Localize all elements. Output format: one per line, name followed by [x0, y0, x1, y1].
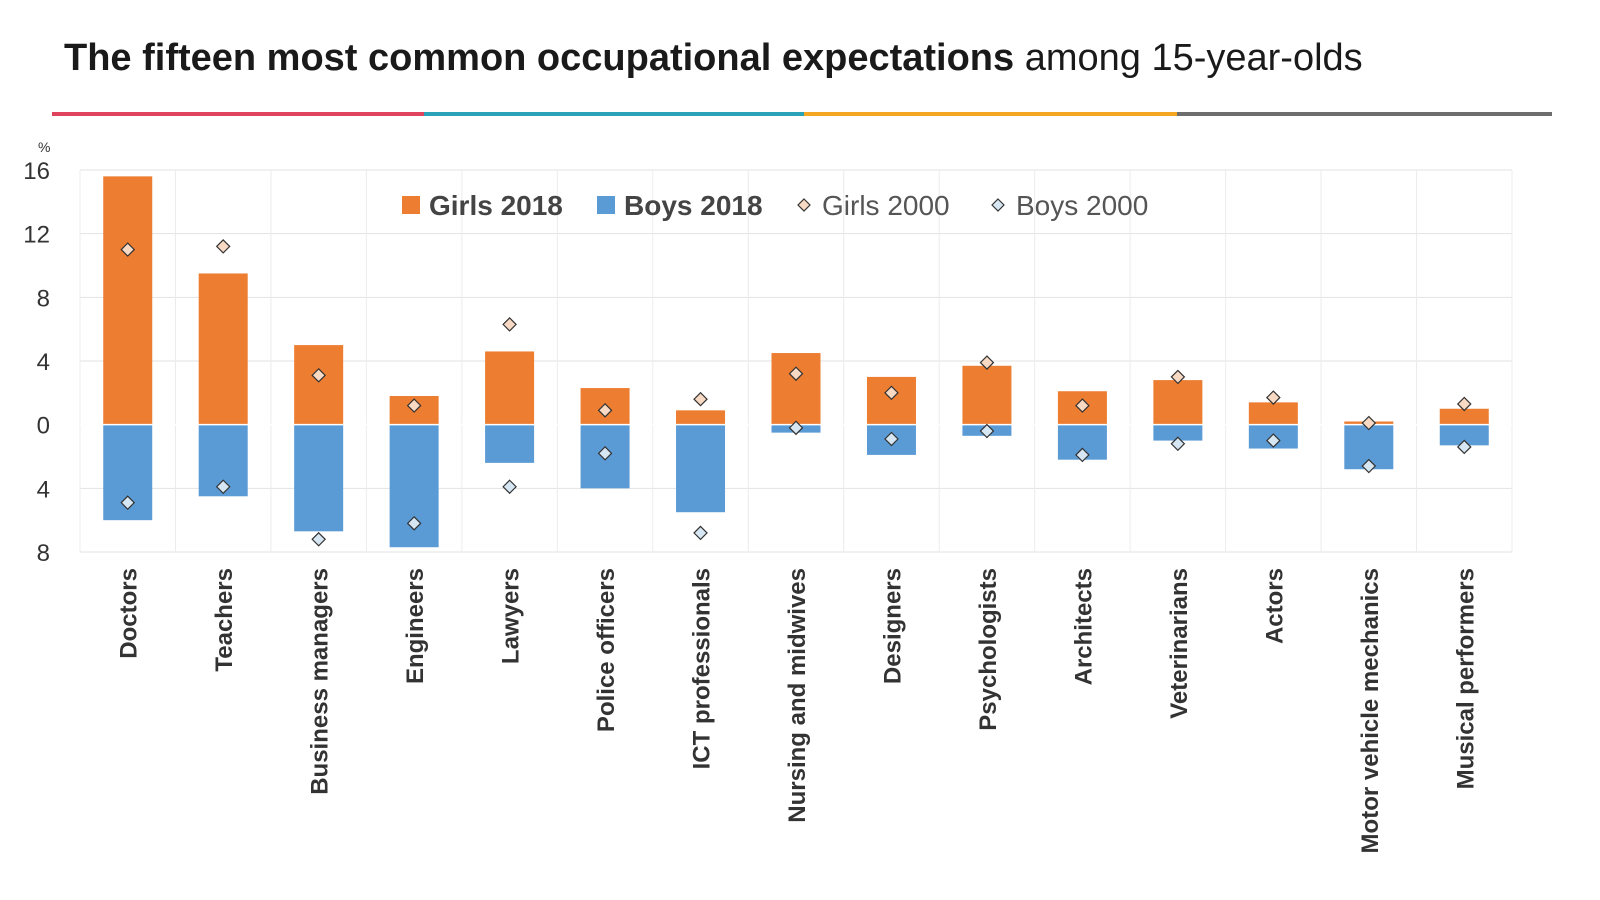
marker-boys-2000	[406, 516, 422, 531]
legend-label: Girls 2000	[822, 190, 950, 221]
x-tick-label: Motor vehicle mechanics	[1357, 568, 1384, 853]
marker-boys-2000	[884, 431, 899, 447]
marker-girls-2000	[788, 366, 804, 382]
y-tick-label: 4	[37, 349, 50, 376]
legend-swatch	[597, 196, 615, 214]
bar-girls-2018	[676, 410, 726, 425]
chart-title: The fifteen most common occupational exp…	[64, 36, 1363, 80]
marker-girls-2000	[1265, 390, 1281, 405]
marker-boys-2000	[788, 420, 804, 436]
x-tick-label: Veterinarians	[1166, 568, 1193, 719]
marker-girls-2000	[311, 367, 327, 383]
marker-boys-2000	[1170, 436, 1186, 452]
marker-boys-2000	[215, 479, 231, 495]
y-tick-label: 8	[37, 540, 50, 567]
marker-girls-2000	[1170, 369, 1186, 385]
x-tick-label: Police officers	[593, 568, 620, 732]
bar-girls-2018	[103, 176, 153, 425]
x-tick-label: Engineers	[402, 568, 429, 684]
marker-boys-2000	[1265, 433, 1281, 448]
chart-title-normal: among 15-year-olds	[1014, 37, 1363, 79]
rule-segment	[52, 112, 424, 116]
bar-girls-2018	[866, 376, 916, 425]
rule-segment	[1177, 112, 1552, 116]
bar-girls-2018	[1248, 402, 1298, 425]
bar-girls-2018	[485, 351, 535, 425]
rule-segment	[424, 112, 804, 116]
y-tick-label: 8	[37, 285, 50, 312]
bar-girls-2018	[1439, 408, 1489, 425]
chart-title-bold: The fifteen most common occupational exp…	[64, 37, 1015, 79]
x-tick-label: Psychologists	[975, 568, 1002, 731]
marker-girls-2000	[884, 385, 899, 401]
legend-swatch	[797, 198, 811, 212]
bar-girls-2018	[198, 273, 248, 425]
y-tick-label: 12	[23, 222, 50, 249]
marker-boys-2000	[1361, 458, 1377, 474]
legend-label: Boys 2018	[624, 190, 763, 221]
marker-boys-2000	[979, 423, 995, 439]
marker-boys-2000	[1075, 447, 1090, 463]
x-tick-label: Nursing and midwives	[784, 568, 811, 823]
x-tick-label: Musical performers	[1452, 568, 1479, 789]
marker-girls-2000	[120, 242, 136, 257]
marker-girls-2000	[1456, 396, 1472, 412]
marker-boys-2000	[693, 525, 708, 541]
x-tick-label: Business managers	[307, 568, 334, 795]
bar-boys-2018	[1153, 424, 1203, 441]
marker-girls-2000	[215, 239, 231, 254]
legend-swatch	[402, 196, 420, 214]
bar-girls-2018	[962, 365, 1012, 425]
x-tick-label: Architects	[1070, 568, 1097, 685]
legend-swatch	[991, 198, 1005, 212]
y-tick-label: 16	[23, 158, 50, 185]
marker-boys-2000	[502, 479, 517, 495]
marker-boys-2000	[597, 445, 613, 461]
bar-girls-2018	[294, 345, 344, 425]
y-tick-label: 4	[37, 476, 50, 503]
marker-girls-2000	[979, 355, 995, 370]
marker-girls-2000	[693, 391, 708, 407]
rule-segment	[804, 112, 1177, 116]
x-tick-label: Doctors	[116, 568, 143, 659]
bar-boys-2018	[1439, 424, 1489, 446]
bar-boys-2018	[294, 424, 344, 532]
marker-girls-2000	[406, 398, 422, 413]
marker-boys-2000	[311, 531, 327, 547]
marker-boys-2000	[120, 495, 136, 511]
x-tick-label: Lawyers	[498, 568, 525, 664]
legend-label: Boys 2000	[1016, 190, 1148, 221]
x-tick-label: ICT professionals	[689, 568, 716, 769]
marker-girls-2000	[1075, 398, 1090, 413]
x-tick-label: Teachers	[211, 568, 238, 672]
bar-girls-2018	[771, 353, 821, 425]
bar-boys-2018	[485, 424, 535, 463]
bar-girls-2018	[1153, 380, 1203, 425]
legend-label: Girls 2018	[429, 190, 563, 221]
y-unit-label: %	[38, 139, 50, 155]
x-tick-label: Actors	[1261, 568, 1288, 644]
title-color-rule	[52, 112, 1552, 116]
x-tick-label: Designers	[879, 568, 906, 684]
y-tick-label: 0	[37, 413, 50, 440]
marker-girls-2000	[502, 317, 517, 332]
bar-boys-2018	[676, 424, 726, 513]
marker-girls-2000	[597, 402, 613, 418]
marker-boys-2000	[1456, 439, 1472, 455]
marker-girls-2000	[1361, 415, 1377, 431]
